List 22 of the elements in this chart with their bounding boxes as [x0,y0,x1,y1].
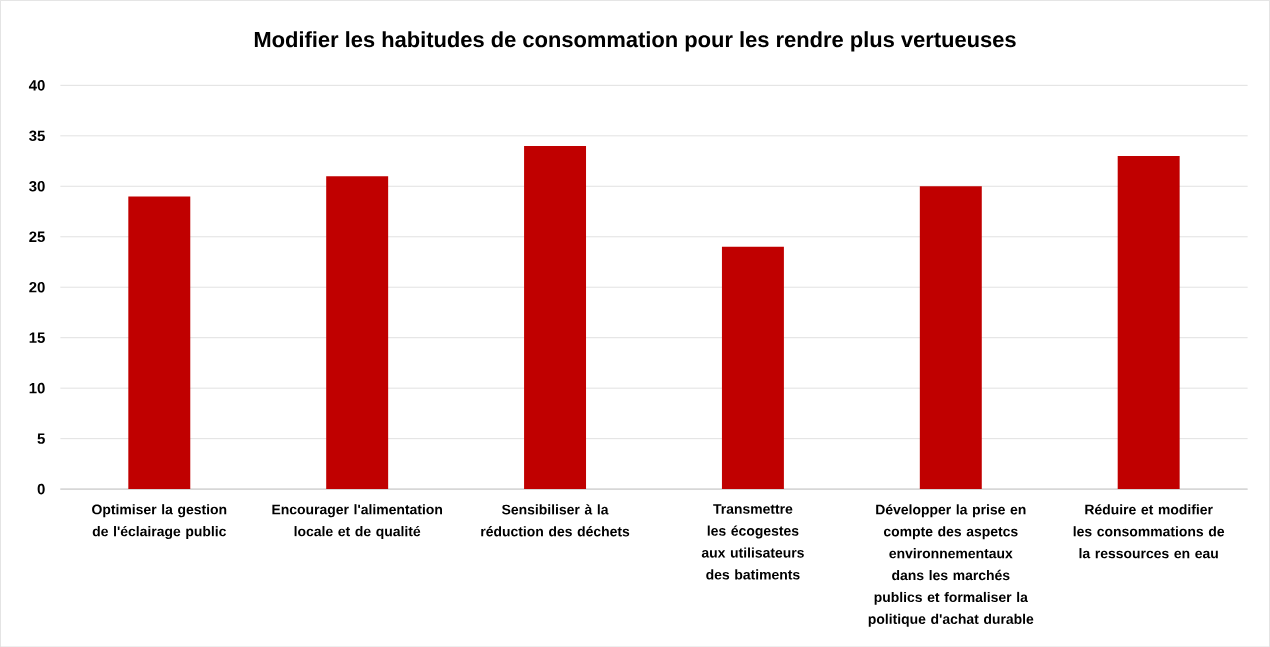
bar [721,246,784,489]
x-tick-label: Encourager l'alimentation locale et de qualité [272,503,442,539]
x-tick-label: Sensibiliser à la réduction des déchets [481,503,630,537]
bar [326,176,389,489]
bar [919,186,982,489]
bar [1117,155,1180,489]
y-tick-label: 25 [29,231,45,242]
chart-title: Modifier les habitudes de consommation pour les rendre plus vertueuses [254,30,1016,52]
y-tick-label: 5 [37,433,45,444]
x-tick-label: Optimiser la gestion de l'éclairage public [92,503,227,539]
y-tick-label: 20 [29,281,45,293]
y-tick-label: 35 [29,130,45,141]
y-tick-label: 0 [37,483,45,495]
y-tick-label: 10 [29,382,45,394]
y-tick-label: 15 [29,332,45,343]
y-tick-label: 30 [29,180,45,192]
x-tick-label: Transmettre les écogestes aux utilisateurs des batiments [701,503,804,580]
bar [524,145,587,489]
bar [128,196,191,489]
x-tick-label: Réduire et modifier les consommations de la ressources en eau [1073,503,1225,559]
y-tick-label: 40 [28,79,45,91]
x-tick-label: Développer la prise en compte des aspetcs environnementaux dans les marchés publics et formaliser la politique d'achat durable [868,503,1034,627]
